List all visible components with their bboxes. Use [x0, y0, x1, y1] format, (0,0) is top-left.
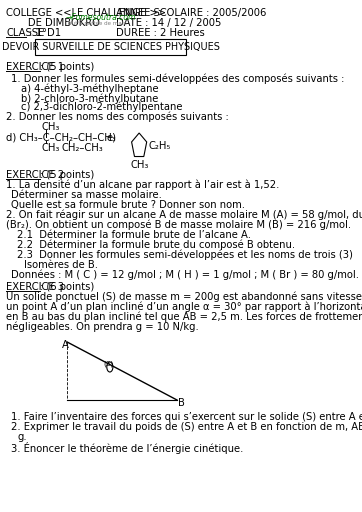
Text: : (5 points): : (5 points)	[40, 62, 94, 72]
Text: ANNEE SCOLAIRE : 2005/2006: ANNEE SCOLAIRE : 2005/2006	[116, 8, 266, 18]
Text: en B au bas du plan incliné tel que AB = 2,5 m. Les forces de frottements sont: en B au bas du plan incliné tel que AB =…	[6, 312, 362, 323]
Text: d) CH₃–C–CH₂–CH–CH₃: d) CH₃–C–CH₂–CH–CH₃	[6, 133, 116, 143]
Text: 2. On fait réagir sur un alcane A de masse molaire M (A) = 58 g/mol, du dibrome: 2. On fait réagir sur un alcane A de mas…	[6, 210, 362, 221]
Text: (S): (S)	[103, 360, 113, 367]
Text: 2.3  Donner les formules semi-développées et les noms de trois (3): 2.3 Donner les formules semi-développées…	[17, 250, 353, 261]
Text: négligeables. On prendra g = 10 N/kg.: négligeables. On prendra g = 10 N/kg.	[6, 322, 199, 332]
Text: c) 2,3-dichloro-2-méthylpentane: c) 2,3-dichloro-2-méthylpentane	[21, 102, 183, 113]
Text: 1. La densité d’un alcane par rapport à l’air est à 1,52.: 1. La densité d’un alcane par rapport à …	[6, 180, 279, 190]
Text: 2. Donner les noms des composés suivants :: 2. Donner les noms des composés suivants…	[6, 112, 229, 122]
Text: A: A	[62, 340, 69, 350]
Text: 3. Énoncer le théorème de l’énergie cinétique.: 3. Énoncer le théorème de l’énergie ciné…	[11, 442, 243, 454]
Text: EXERCICE 3: EXERCICE 3	[6, 282, 64, 292]
Text: 2.1  Déterminer la formule brute de l’alcane A.: 2.1 Déterminer la formule brute de l’alc…	[17, 230, 251, 240]
Text: : (5 points): : (5 points)	[40, 170, 94, 180]
Text: 2. Exprimer le travail du poids de (S) entre A et B en fonction de m, AB, sinα e: 2. Exprimer le travail du poids de (S) e…	[11, 422, 362, 432]
Text: CH₃: CH₃	[42, 143, 60, 153]
Text: Déterminer sa masse molaire.: Déterminer sa masse molaire.	[11, 190, 162, 200]
Text: : 1°D1: : 1°D1	[26, 28, 62, 38]
Text: B: B	[178, 398, 185, 408]
Text: Tout à portée de main: Tout à portée de main	[66, 21, 127, 27]
Text: 1. Faire l’inventaire des forces qui s’exercent sur le solide (S) entre A et B.: 1. Faire l’inventaire des forces qui s’e…	[11, 412, 362, 422]
Text: EXERCICE 2: EXERCICE 2	[6, 170, 64, 180]
Text: CH₃: CH₃	[42, 122, 60, 132]
Text: g.: g.	[17, 432, 27, 442]
Text: CH₃: CH₃	[131, 160, 149, 170]
Text: Un solide ponctuel (S) de masse m = 200g est abandonné sans vitesse initiale en: Un solide ponctuel (S) de masse m = 200g…	[6, 292, 362, 303]
Text: e): e)	[107, 133, 117, 143]
Text: →Fomesoutra.com: →Fomesoutra.com	[66, 13, 136, 22]
Text: DEVOIR SURVEILLE DE SCIENCES PHYSIQUES: DEVOIR SURVEILLE DE SCIENCES PHYSIQUES	[1, 42, 219, 52]
Text: COLLEGE <<LE CHALLENGE >>: COLLEGE <<LE CHALLENGE >>	[6, 8, 166, 18]
Text: (Br₂). On obtient un composé B de masse molaire M (B) = 216 g/mol.: (Br₂). On obtient un composé B de masse …	[6, 220, 351, 230]
Text: C₂H₅: C₂H₅	[148, 141, 171, 151]
Text: Isomères de B.: Isomères de B.	[24, 260, 98, 270]
Text: DATE : 14 / 12 / 2005: DATE : 14 / 12 / 2005	[116, 18, 221, 28]
Text: DUREE : 2 Heures: DUREE : 2 Heures	[116, 28, 205, 38]
Text: : (6 points): : (6 points)	[40, 282, 94, 292]
Text: CH₂–CH₃: CH₂–CH₃	[61, 143, 103, 153]
Text: EXERCICE 1: EXERCICE 1	[6, 62, 64, 72]
Text: un point A d’un plan incliné d’un angle α = 30° par rapport à l’horizontale. Il : un point A d’un plan incliné d’un angle …	[6, 302, 362, 312]
Text: a) 4-éthyl-3-méthylheptane: a) 4-éthyl-3-méthylheptane	[21, 84, 159, 95]
Text: Données : M ( C ) = 12 g/mol ; M ( H ) = 1 g/mol ; M ( Br ) = 80 g/mol.: Données : M ( C ) = 12 g/mol ; M ( H ) =…	[11, 270, 359, 281]
Text: DE DIMBOKRO: DE DIMBOKRO	[6, 18, 100, 28]
Text: 1. Donner les formules semi-développées des composés suivants :: 1. Donner les formules semi-développées …	[11, 74, 344, 84]
FancyBboxPatch shape	[35, 39, 186, 55]
Text: b) 2-chloro-3-méthylbutane: b) 2-chloro-3-méthylbutane	[21, 93, 159, 103]
Text: 2.2  Déterminer la formule brute du composé B obtenu.: 2.2 Déterminer la formule brute du compo…	[17, 240, 295, 250]
Text: CLASSE: CLASSE	[6, 28, 45, 38]
Text: Quelle est sa formule brute ? Donner son nom.: Quelle est sa formule brute ? Donner son…	[11, 200, 245, 210]
